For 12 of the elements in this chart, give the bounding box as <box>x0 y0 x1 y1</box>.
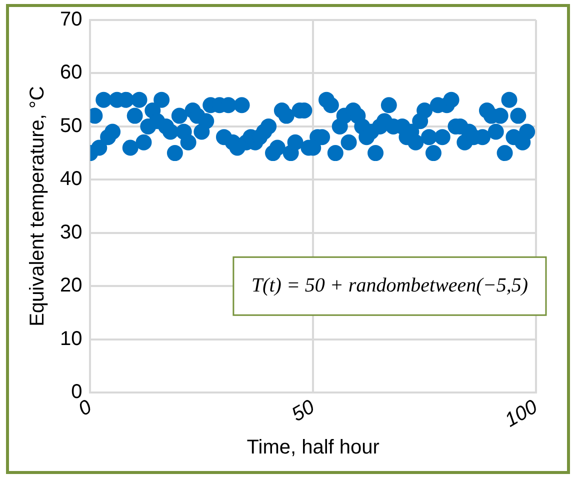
x-tick-label: 50 <box>288 396 318 426</box>
y-axis-title: Equivalent temperature, °C <box>26 86 49 326</box>
y-tick-label: 30 <box>60 221 82 244</box>
y-tick-label: 40 <box>60 168 82 190</box>
y-tick-label: 70 <box>60 8 82 31</box>
y-tick-label: 20 <box>60 274 82 297</box>
annotation: T(t) = 50 + randombetween(−5,5) <box>251 274 528 296</box>
y-tick-label: 50 <box>60 114 82 137</box>
x-tick-label: 100 <box>501 396 542 432</box>
y-tick-label: 10 <box>60 328 82 350</box>
x-axis-title: Time, half hour <box>246 436 380 459</box>
y-tick-label: 60 <box>60 62 82 84</box>
